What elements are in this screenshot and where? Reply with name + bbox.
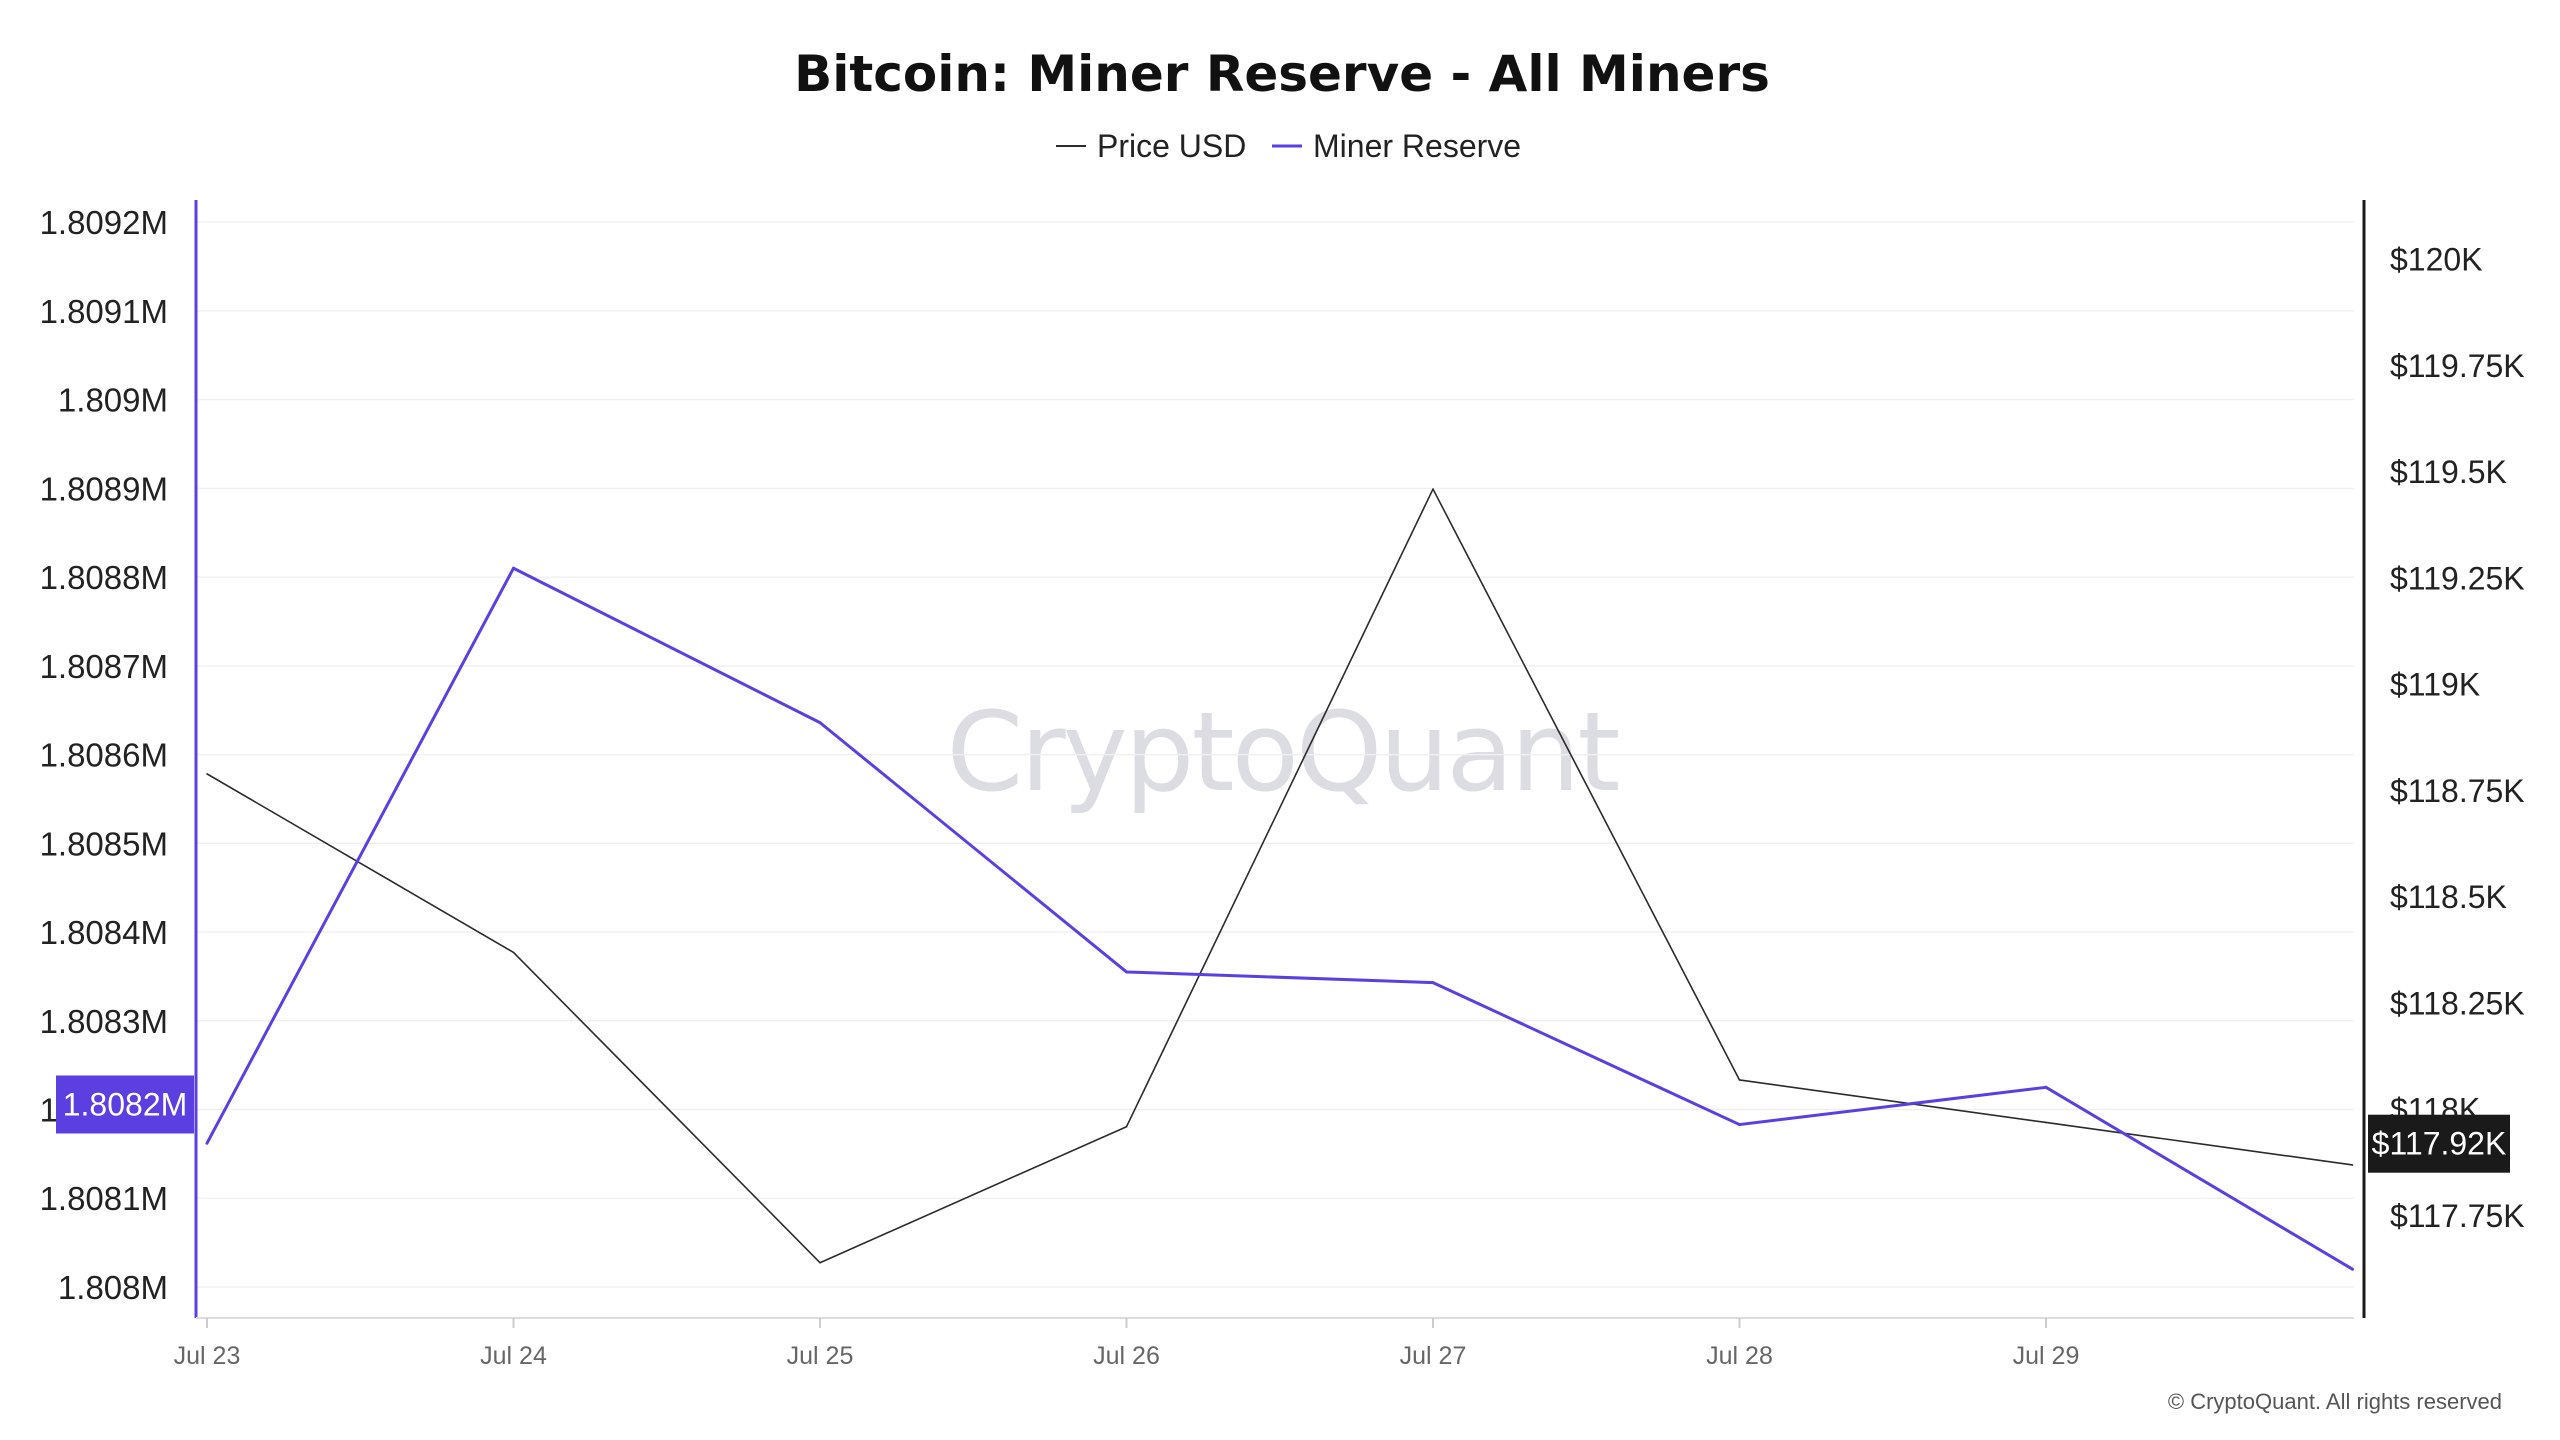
- y-right-tick-label: $117.75K: [2390, 1198, 2525, 1234]
- right-axis-ticks: $117.75K$118K$118.25K$118.5K$118.75K$119…: [2390, 242, 2525, 1234]
- x-tick-label: Jul 27: [1400, 1342, 1467, 1370]
- y-right-tick-label: $118.25K: [2390, 985, 2525, 1021]
- price-usd-point: [1432, 488, 1434, 490]
- x-axis-ticks: Jul 23 Jul 24 Jul 25 Jul 26 Jul 27 Jul 28 Jul …: [174, 1318, 2080, 1370]
- price-usd-point: [819, 1261, 821, 1264]
- y-left-tick-label: 1.8081M: [40, 1180, 168, 1217]
- y-left-tick-label: 1.8085M: [40, 825, 168, 862]
- miner-reserve-point: [1125, 970, 1128, 974]
- y-right-tick-label: $118.5K: [2390, 879, 2507, 915]
- left-badge-label: 1.8082M: [63, 1086, 188, 1122]
- copyright-notice: © CryptoQuant. All rights reserved: [2168, 1389, 2502, 1414]
- y-left-tick-label: 1.8091M: [40, 293, 168, 330]
- x-tick-label: Jul 26: [1093, 1342, 1160, 1370]
- y-right-tick-label: $119.5K: [2390, 454, 2507, 490]
- y-left-tick-label: 1.8088M: [40, 559, 168, 596]
- y-left-tick-label: 1.808M: [58, 1269, 168, 1306]
- y-left-tick-label: 1.8084M: [40, 914, 168, 951]
- right-badge-background: [2368, 1114, 2510, 1173]
- y-left-tick-label: 1.8089M: [40, 470, 168, 507]
- miner-reserve-point: [512, 566, 515, 570]
- watermark: CryptoQuant: [947, 688, 1619, 816]
- price-usd-point: [206, 773, 208, 775]
- y-right-tick-label: $119K: [2390, 667, 2480, 703]
- y-right-tick-label: $119.25K: [2390, 560, 2525, 596]
- x-tick-label: Jul 28: [1706, 1342, 1773, 1370]
- x-tick-label: Jul 23: [174, 1342, 241, 1370]
- y-left-tick-label: 1.8092M: [40, 204, 168, 241]
- miner-reserve-point: [2044, 1085, 2048, 1089]
- y-right-tick-label: $118.75K: [2390, 773, 2525, 809]
- chart-title: Bitcoin: Miner Reserve - All Miners: [794, 45, 1770, 103]
- price-usd-point: [1738, 1079, 1741, 1081]
- right-badge-label: $117.92K: [2372, 1126, 2507, 1162]
- price-usd-points: [206, 488, 2354, 1264]
- left-axis-ticks: 1.808M1.8081M1.8082M1.8083M1.8084M1.8085…: [40, 204, 168, 1306]
- miner-reserve-point: [2351, 1267, 2354, 1271]
- legend[interactable]: Price USD Miner Reserve: [1056, 128, 1521, 164]
- y-left-tick-label: 1.809M: [58, 382, 168, 419]
- price-usd-point: [1125, 1125, 1128, 1128]
- miner-reserve-line[interactable]: [205, 566, 2354, 1271]
- price-usd-point: [2351, 1164, 2354, 1166]
- miner-reserve-point: [205, 1141, 209, 1145]
- y-right-tick-label: $120K: [2390, 242, 2483, 278]
- miner-reserve-point: [1431, 981, 1435, 985]
- left-current-value-badge: 1.8082M: [56, 1075, 194, 1134]
- miner-reserve-point: [818, 721, 822, 725]
- right-current-value-badge: $117.92K: [2368, 1114, 2510, 1173]
- legend-reserve-label[interactable]: Miner Reserve: [1313, 128, 1521, 164]
- y-left-tick-label: 1.8087M: [40, 648, 168, 685]
- y-left-tick-label: 1.8083M: [40, 1003, 168, 1040]
- x-tick-label: Jul 24: [480, 1342, 547, 1370]
- x-tick-label: Jul 25: [787, 1342, 854, 1370]
- price-usd-point: [2045, 1121, 2047, 1124]
- y-left-tick-label: 1.8086M: [40, 737, 168, 774]
- price-usd-line[interactable]: [206, 488, 2353, 1264]
- price-usd-point: [512, 951, 515, 954]
- y-right-tick-label: $119.75K: [2390, 348, 2525, 384]
- miner-reserve-point: [1738, 1123, 1741, 1127]
- left-badge-background: [56, 1075, 194, 1134]
- x-tick-label: Jul 29: [2013, 1342, 2080, 1370]
- miner-reserve-points: [205, 566, 2354, 1271]
- legend-price-label[interactable]: Price USD: [1097, 128, 1246, 164]
- grid-lines: [196, 221, 2354, 1288]
